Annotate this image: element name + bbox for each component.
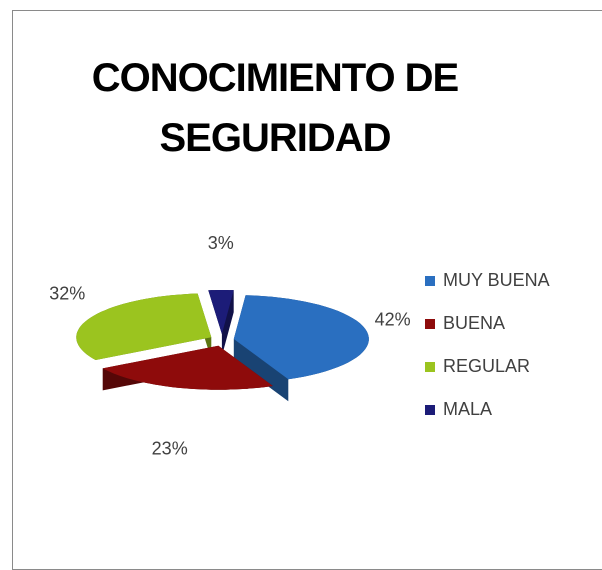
pie-slice [76, 293, 212, 360]
legend-swatch [425, 362, 435, 372]
pie-slice [102, 345, 273, 390]
legend-swatch [425, 276, 435, 286]
legend-label: MALA [443, 399, 492, 419]
legend-swatch [425, 405, 435, 415]
chart: CONOCIMIENTO DE SEGURIDAD 42% 23% 32% 3% MUY… [12, 10, 602, 570]
legend-label: MUY BUENA [443, 270, 550, 290]
legend-label: REGULAR [443, 356, 530, 376]
pie-slice [233, 295, 369, 380]
data-label: 42% [375, 310, 411, 330]
data-label: 32% [49, 284, 85, 304]
pie-slice [208, 290, 234, 334]
legend-swatch [425, 319, 435, 329]
data-label: 23% [152, 438, 188, 458]
legend-label: BUENA [443, 313, 505, 333]
chart-title: CONOCIMIENTO DE SEGURIDAD [91, 56, 460, 160]
plot: 42% 23% 32% 3% MUY BUENA BUENA REGULAR MALA [49, 233, 550, 459]
data-label: 3% [208, 233, 234, 253]
